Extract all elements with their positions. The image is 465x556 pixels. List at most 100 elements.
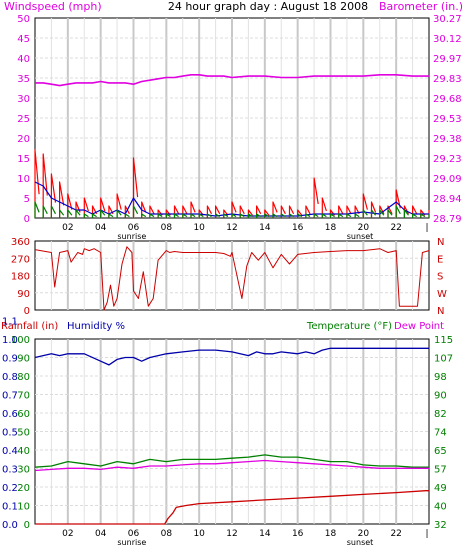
windspeed-tick: 0 — [24, 214, 30, 225]
rain-tick: 0.8 — [2, 372, 18, 383]
barometer-tick: 29.53 — [433, 114, 462, 125]
wind-panel-xtick: 22 — [390, 223, 401, 233]
climate-panel-xtick: 22 — [390, 529, 401, 539]
humidity-tick: 40 — [17, 446, 30, 457]
rain-humidity-temp-panel: 0 10 20 30 40 50 60 70 80 90 100 0.0 0.1 0.2 0.3 0.4 0.5… — [2, 317, 453, 548]
climate-panel-xtick: 16 — [292, 529, 304, 539]
humidity-tick: 100 — [11, 335, 30, 346]
humidity-tick: 60 — [17, 409, 30, 420]
barometer-tick: 28.94 — [433, 194, 462, 205]
wind-average-line — [34, 201, 430, 218]
climate-panel-xtick: 04 — [95, 529, 107, 539]
compass-tick: E — [437, 254, 443, 265]
wind-panel-xtick: 02 — [62, 223, 73, 233]
temperature-tick: 40 — [434, 502, 447, 513]
humidity-axis-label: Humidity % — [67, 321, 125, 332]
direction-tick: 90 — [17, 289, 30, 300]
wind-panel-xtick: 12 — [226, 223, 237, 233]
rain-tick: 0.7 — [2, 391, 18, 402]
climate-panel-xtick: 20 — [358, 529, 370, 539]
barometer-line — [35, 74, 429, 87]
rain-tick: 0.0 — [2, 520, 18, 531]
barometer-tick: 30.27 — [433, 14, 462, 25]
barometer-axis-label: Barometer (in.) — [379, 0, 463, 13]
compass-tick: S — [437, 272, 443, 283]
chart-title: 24 hour graph day : August 18 2008 — [168, 0, 368, 13]
windspeed-tick: 45 — [17, 34, 30, 45]
rain-tick: 0.6 — [2, 409, 18, 420]
rain-tick: 0.4 — [2, 446, 18, 457]
climate-panel-x-note: sunrise — [117, 538, 146, 547]
rain-tick: 1.0 — [2, 335, 18, 346]
dew-point-line — [34, 459, 429, 472]
barometer-tick: 29.38 — [433, 134, 462, 145]
windspeed-tick: 10 — [17, 174, 30, 185]
humidity-tick: 30 — [17, 465, 30, 476]
humidity-line — [34, 347, 429, 366]
humidity-tick: 20 — [17, 483, 30, 494]
wind-direction-line — [34, 246, 430, 311]
barometer-tick: 29.83 — [433, 74, 462, 85]
barometer-tick: 29.68 — [433, 94, 462, 105]
humidity-tick: 90 — [17, 354, 30, 365]
wind-panel-xtick: 06 — [128, 223, 140, 233]
humidity-tick: 0 — [24, 520, 30, 531]
temperature-tick: 57 — [434, 465, 447, 476]
climate-panel-xtick: 12 — [226, 529, 237, 539]
dewpoint-axis-label: Dew Point — [394, 321, 444, 332]
barometer-tick: 28.79 — [433, 214, 462, 225]
barometer-tick: 29.09 — [433, 174, 462, 185]
wind-panel-xtick: 16 — [292, 223, 304, 233]
direction-tick: 360 — [11, 237, 30, 248]
temperature-tick: 107 — [434, 354, 453, 365]
climate-panel-x-note: sunset — [347, 538, 374, 547]
barometer-tick: 29.23 — [433, 154, 462, 165]
rain-tick: 0.5 — [2, 428, 18, 439]
windspeed-tick: 50 — [17, 14, 30, 25]
windspeed-tick: 30 — [17, 94, 30, 105]
temperature-line — [34, 454, 429, 468]
temperature-tick: 65 — [434, 446, 447, 457]
wind-panel-x-note: sunset — [347, 232, 374, 241]
rain-tick: 1.1 — [2, 317, 18, 328]
temperature-tick: 90 — [434, 391, 447, 402]
wind-panel-x-note: sunrise — [117, 232, 146, 241]
windspeed-axis-label: Windspeed (mph) — [4, 0, 102, 13]
direction-tick: 0 — [24, 306, 30, 317]
temperature-tick: 98 — [434, 372, 447, 383]
temperature-tick: 115 — [434, 335, 453, 346]
rain-tick: 0.3 — [2, 465, 18, 476]
barometer-tick: 29.97 — [433, 54, 462, 65]
humidity-tick: 50 — [17, 428, 30, 439]
humidity-tick: 70 — [17, 391, 30, 402]
temperature-tick: 74 — [434, 428, 447, 439]
windspeed-tick: 40 — [17, 54, 30, 65]
climate-panel-xtick: 02 — [62, 529, 73, 539]
windspeed-tick: 35 — [17, 74, 30, 85]
compass-tick: N — [437, 237, 444, 248]
humidity-tick: 10 — [17, 502, 30, 513]
wind-panel-xtick: 08 — [161, 223, 173, 233]
climate-panel-xtick: 10 — [193, 529, 205, 539]
direction-tick: 270 — [11, 254, 30, 265]
humidity-tick: 80 — [17, 372, 30, 383]
climate-panel-xtick: 18 — [325, 529, 337, 539]
wind-panel-xtick: 04 — [95, 223, 107, 233]
wind-panel-xtick-end: | — [425, 223, 428, 233]
rainfall-axis-label: Rainfall (in) — [1, 321, 58, 332]
temperature-tick: 82 — [434, 409, 447, 420]
rainfall-line — [35, 490, 429, 525]
rain-tick: 0.2 — [2, 483, 18, 494]
temperature-tick: 32 — [434, 520, 447, 531]
temperature-tick: 49 — [434, 483, 447, 494]
windspeed-tick: 15 — [17, 154, 30, 165]
compass-tick: N — [437, 306, 444, 317]
climate-panel-xtick: 06 — [128, 529, 140, 539]
climate-panel-xtick: 14 — [259, 529, 271, 539]
wind-barometer-panel: 0 5 10 15 20 25 30 35 40 45 50 28.79 28.94 29.09 29.23… — [17, 14, 461, 241]
windspeed-tick: 25 — [17, 114, 30, 125]
direction-tick: 180 — [11, 272, 30, 283]
wind-panel-xtick: 14 — [259, 223, 271, 233]
